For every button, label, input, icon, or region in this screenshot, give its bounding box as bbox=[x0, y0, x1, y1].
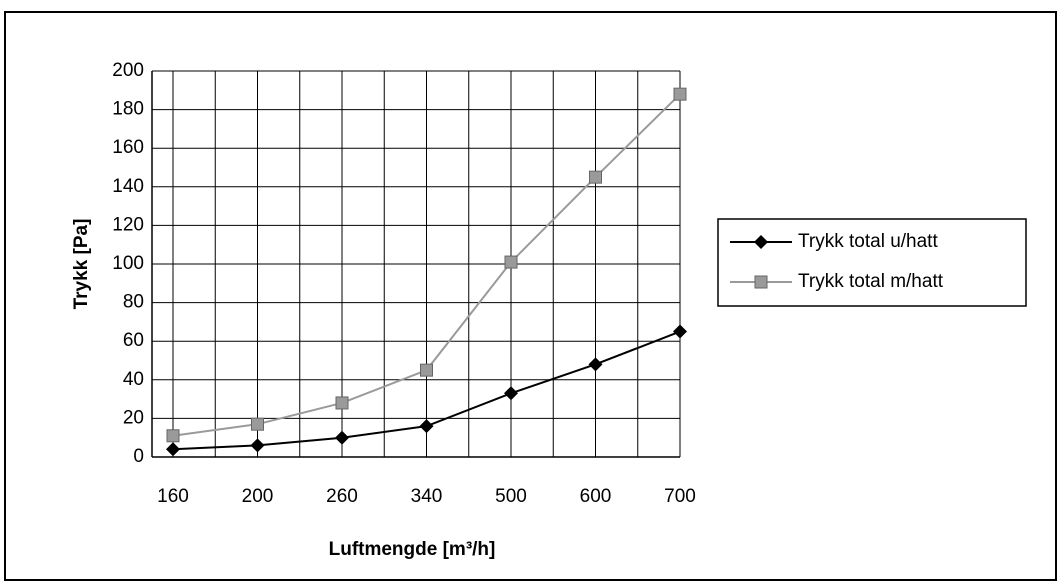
y-tick-label: 0 bbox=[133, 446, 144, 467]
legend-marker bbox=[754, 275, 768, 289]
x-tick-label: 600 bbox=[580, 486, 612, 507]
point bbox=[420, 363, 433, 377]
legend-marker bbox=[754, 235, 768, 249]
point bbox=[335, 430, 349, 445]
y-tick-label: 160 bbox=[112, 137, 144, 158]
y-tick-label: 60 bbox=[123, 330, 144, 351]
x-tick-label: 340 bbox=[411, 486, 443, 507]
legend-box bbox=[717, 218, 1027, 307]
x-axis-label: Luftmengde [m³/h] bbox=[329, 539, 496, 560]
y-tick-label: 100 bbox=[112, 253, 144, 274]
x-tick-label: 160 bbox=[157, 486, 189, 507]
y-tick-label: 20 bbox=[123, 407, 144, 428]
point bbox=[250, 438, 265, 453]
point bbox=[673, 87, 687, 101]
legend-label: Trykk total m/hatt bbox=[798, 271, 944, 292]
point bbox=[589, 170, 602, 184]
point bbox=[673, 324, 687, 339]
point bbox=[166, 429, 180, 443]
y-tick-label: 180 bbox=[112, 99, 144, 120]
y-tick-label: 120 bbox=[112, 214, 144, 235]
point bbox=[419, 419, 434, 434]
point bbox=[504, 255, 518, 269]
point bbox=[166, 442, 180, 457]
point bbox=[588, 357, 603, 372]
y-tick-label: 200 bbox=[112, 60, 144, 81]
x-tick-label: 200 bbox=[242, 486, 274, 507]
legend-label: Trykk total u/hatt bbox=[798, 231, 938, 252]
x-tick-label: 260 bbox=[326, 486, 358, 507]
x-tick-label: 700 bbox=[664, 486, 696, 507]
y-axis-label: Trykk [Pa] bbox=[71, 219, 92, 310]
x-tick-label: 500 bbox=[495, 486, 527, 507]
point bbox=[504, 386, 518, 401]
y-tick-label: 140 bbox=[112, 176, 144, 197]
y-tick-label: 40 bbox=[123, 369, 144, 390]
point bbox=[251, 417, 264, 431]
point bbox=[335, 396, 349, 410]
y-tick-label: 80 bbox=[123, 292, 144, 313]
